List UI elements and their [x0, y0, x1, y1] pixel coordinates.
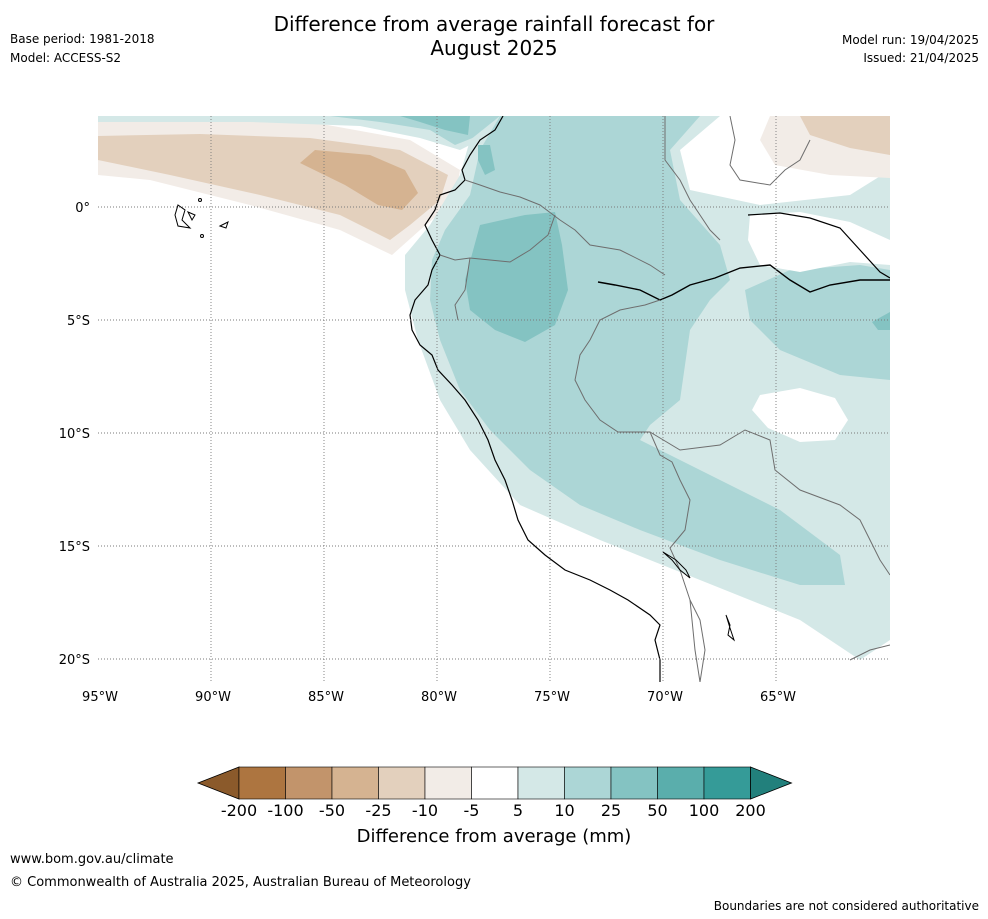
lon-label: 70°W [647, 690, 683, 705]
lat-label: 10°S [59, 427, 90, 442]
lon-label: 90°W [195, 690, 231, 705]
wet-anomaly-strong-north [478, 145, 495, 175]
colorbar-swatch [703, 766, 751, 800]
colorbar-tick-label: -50 [319, 801, 345, 820]
galapagos-islands [174, 198, 229, 238]
model-run-text: Model run: 19/04/2025 [841, 33, 979, 47]
lon-label: 75°W [534, 690, 570, 705]
colorbar-tick-label: -100 [267, 801, 303, 820]
colorbar-swatch [238, 766, 286, 800]
wet-anomaly-medium-east [745, 265, 890, 380]
lon-label: 80°W [421, 690, 457, 705]
colorbar-tick-label: 10 [554, 801, 574, 820]
dry-anomaly-northeast-2 [800, 116, 890, 155]
colorbar-title: Difference from average (mm) [356, 826, 632, 847]
colorbar-extend-low [196, 766, 240, 800]
wet-anomaly-ocean-north-3 [400, 116, 470, 135]
colorbar-swatch [378, 766, 426, 800]
footer-copyright: © Commonwealth of Australia 2025, Austra… [10, 875, 471, 890]
colorbar [196, 766, 793, 800]
colorbar-swatch [564, 766, 612, 800]
colorbar-extend-high [750, 766, 793, 800]
country-boundaries [439, 116, 890, 682]
model-text: Model: ACCESS-S2 [10, 51, 122, 65]
colorbar-swatch [424, 766, 472, 800]
lat-axis-labels: 0° 5°S 10°S 15°S 20°S [59, 201, 90, 668]
coastline [409, 116, 661, 682]
colorbar-tick-label: 200 [735, 801, 766, 820]
colorbar-swatch [331, 766, 379, 800]
colorbar-swatch [657, 766, 705, 800]
title-line-1: Difference from average rainfall forecas… [273, 12, 715, 36]
colorbar-tick-label: 5 [513, 801, 523, 820]
colorbar-tick-label: -10 [412, 801, 438, 820]
graticule [98, 116, 890, 682]
lon-label: 65°W [760, 690, 796, 705]
amazon-river [597, 264, 890, 301]
lon-label: 95°W [82, 690, 118, 705]
lon-axis-labels: 95°W 90°W 85°W 80°W 75°W 70°W 65°W [82, 690, 796, 705]
colorbar-tick-label: 100 [689, 801, 720, 820]
footer-disclaimer: Boundaries are not considered authoritat… [713, 899, 979, 913]
colorbar-tick-label: -5 [464, 801, 480, 820]
normal-hole-amazon [748, 212, 890, 272]
wet-anomaly-strong-east [872, 312, 890, 330]
colorbar-swatch [285, 766, 333, 800]
colorbar-swatch [610, 766, 658, 800]
colorbar-tick-label: -200 [221, 801, 257, 820]
colorbar-tick-label: 25 [601, 801, 621, 820]
lat-label: 5°S [67, 314, 90, 329]
map-title: Difference from average rainfall forecas… [0, 12, 988, 60]
lake-titicaca [662, 551, 736, 642]
colorbar-swatch [471, 766, 519, 800]
wet-anomaly-strong [465, 212, 568, 342]
lat-label: 15°S [59, 540, 90, 555]
issued-text: Issued: 21/04/2025 [863, 51, 979, 65]
rainfall-anomaly-field [98, 116, 890, 682]
base-period-text: Base period: 1981-2018 [10, 32, 155, 46]
lat-label: 0° [75, 201, 90, 216]
colorbar-labels: -200 -100 -50 -25 -10 -5 5 10 25 50 100 200 [221, 801, 766, 820]
dry-anomaly-strong [300, 150, 418, 210]
colorbar-tick-label: -25 [365, 801, 391, 820]
colorbar-tick-label: 50 [647, 801, 667, 820]
lon-label: 85°W [308, 690, 344, 705]
colorbar-swatch [517, 766, 565, 800]
lat-label: 20°S [59, 653, 90, 668]
title-line-2: August 2025 [430, 36, 558, 60]
footer-url: www.bom.gov.au/climate [10, 852, 174, 867]
negro-river [747, 212, 890, 279]
